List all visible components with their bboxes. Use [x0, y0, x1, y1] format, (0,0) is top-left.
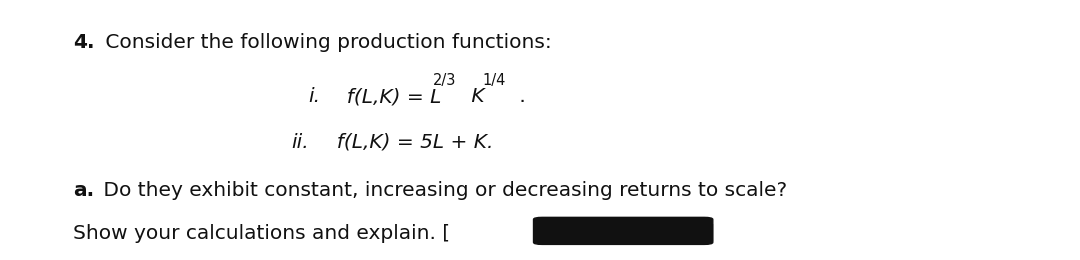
Text: Consider the following production functions:: Consider the following production functi… [99, 32, 552, 51]
Text: K: K [465, 87, 485, 106]
Text: ​f(L,K) = 5L + K.: ​f(L,K) = 5L + K. [324, 133, 494, 152]
Text: a.: a. [73, 181, 95, 200]
Text: 1/4: 1/4 [483, 73, 507, 88]
Text: Do they exhibit constant, increasing or decreasing returns to scale?: Do they exhibit constant, increasing or … [97, 181, 787, 200]
Text: ]: ] [706, 224, 714, 243]
FancyBboxPatch shape [534, 217, 713, 244]
Text: 4.: 4. [73, 32, 95, 51]
Text: 2/3: 2/3 [433, 73, 457, 88]
Text: .: . [513, 87, 526, 106]
Text: ii.: ii. [292, 133, 309, 152]
Text: i.: i. [308, 87, 320, 106]
Text: Show your calculations and explain. [: Show your calculations and explain. [ [73, 224, 450, 243]
Text: ​f(L,K) = L: ​f(L,K) = L [334, 87, 441, 106]
